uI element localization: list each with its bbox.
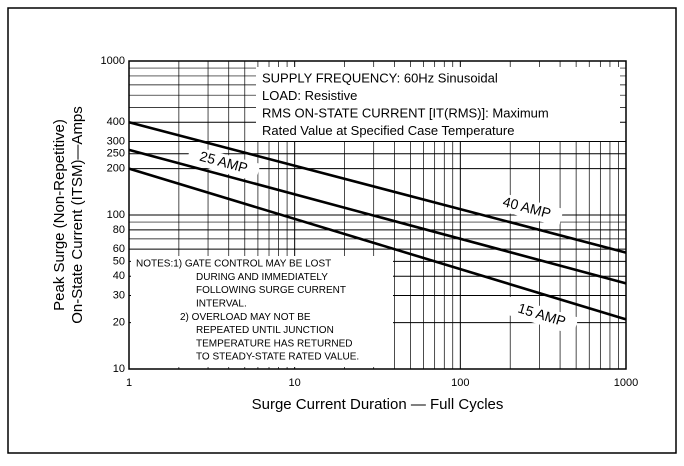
note: FOLLOWING SURGE CURRENT	[196, 285, 346, 296]
y-tick-label: 300	[107, 135, 125, 147]
note: INTERVAL.	[196, 299, 247, 310]
y-tick-label: 10	[113, 363, 125, 375]
annotation: SUPPLY FREQUENCY: 60Hz Sinusoidal	[262, 70, 498, 85]
y-tick-label: 50	[113, 255, 125, 267]
note: 2) OVERLOAD MAY NOT BE	[180, 312, 311, 323]
y-tick-label: 80	[113, 224, 125, 236]
y-tick-label: 400	[107, 116, 125, 128]
label-bg	[504, 296, 579, 335]
y-tick-label: 250	[107, 148, 125, 160]
x-axis-label: Surge Current Duration — Full Cycles	[252, 396, 504, 413]
x-tick-label: 100	[451, 377, 469, 389]
annotation: Rated Value at Specified Case Temperatur…	[262, 123, 514, 138]
x-tick-label: 10	[289, 377, 301, 389]
label-bg	[186, 145, 261, 182]
y-tick-label: 30	[113, 289, 125, 301]
notes-box	[131, 256, 393, 367]
y-tick-label: 100	[107, 209, 125, 221]
x-tick-label: 1000	[614, 377, 638, 389]
annotation: RMS ON-STATE CURRENT [IT(RMS)]: Maximum	[262, 105, 549, 120]
series-line	[128, 148, 627, 285]
series-line	[128, 121, 627, 254]
y-axis-label: On-State Current (ITSM)—Amps	[69, 106, 86, 324]
frame	[7, 7, 677, 454]
y-tick-label: 1000	[101, 55, 125, 67]
annotation: LOAD: Resistive	[262, 88, 357, 103]
note: REPEATED UNTIL JUNCTION	[196, 325, 334, 336]
y-tick-label: 200	[107, 163, 125, 175]
y-tick-label: 60	[113, 243, 125, 255]
y-axis-label: Peak Surge (Non-Repetitive)	[51, 119, 68, 311]
note: TO STEADY-STATE RATED VALUE.	[196, 352, 359, 363]
series-line	[128, 167, 627, 321]
y-tick-label: 40	[113, 270, 125, 282]
note: TEMPERATURE HAS RETURNED	[196, 338, 353, 349]
note: NOTES:1) GATE CONTROL MAY BE LOST	[136, 259, 331, 270]
y-tick-label: 20	[113, 317, 125, 329]
info-box	[256, 67, 620, 141]
label-bg	[489, 190, 564, 227]
note: DURING AND IMMEDIATELY	[196, 272, 328, 283]
x-tick-label: 1	[126, 377, 132, 389]
